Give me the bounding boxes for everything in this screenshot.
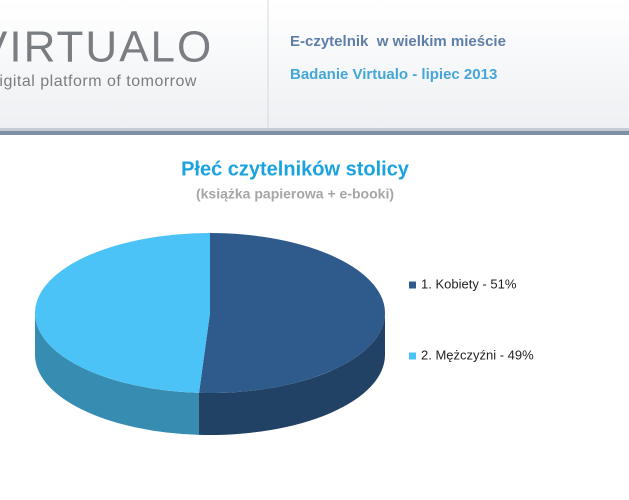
legend-label: 2. Mężczyźni - 49% — [421, 347, 534, 362]
logo: VIRTUALO — [0, 23, 213, 72]
header-bg — [0, 0, 629, 128]
pie-slice — [199, 232, 386, 393]
legend-label: 1. Kobiety - 51% — [421, 276, 517, 291]
header-subtitle: Badanie Virtualo - lipiec 2013 — [290, 66, 497, 83]
header-bar — [0, 131, 629, 135]
chart-subtitle: (książka papierowa + e-booki) — [196, 186, 394, 202]
pie-side — [35, 313, 200, 435]
legend-swatch — [409, 352, 416, 360]
header-bar — [0, 128, 629, 131]
chart-title: Płeć czytelników stolicy — [181, 158, 410, 180]
legend-swatch — [409, 281, 416, 289]
pie-slice — [35, 233, 211, 393]
header-title: E-czytelnik w wielkim mieście — [290, 33, 506, 50]
pie-side — [199, 313, 385, 435]
tagline: digital platform of tomorrow — [0, 73, 197, 90]
